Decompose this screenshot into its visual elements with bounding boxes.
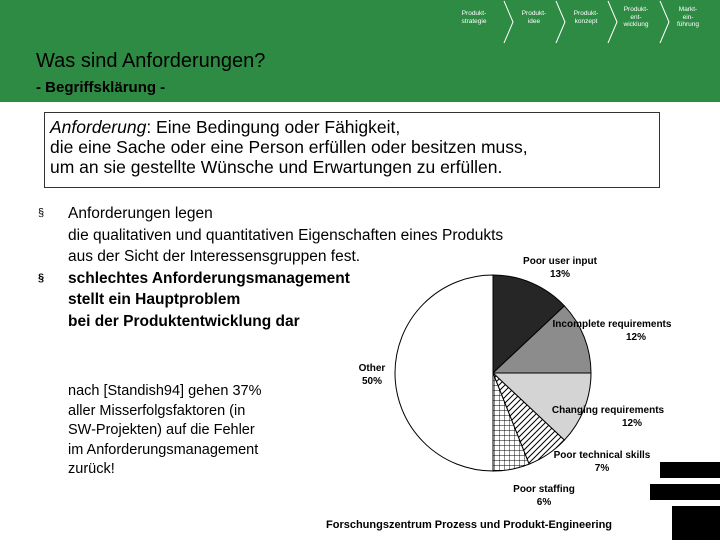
pie-value-label: 12%: [626, 332, 646, 343]
chevron-right-icon: [606, 0, 620, 44]
nav-item-markteinfuehrung[interactable]: Markt- ein- führung: [660, 2, 716, 42]
pie-value-label: 7%: [595, 463, 610, 474]
note-line: aller Misserfolgsfaktoren (in: [68, 402, 246, 419]
nav-item-produktkonzept[interactable]: Produkt- konzept: [558, 2, 614, 42]
nav-item-label: Produkt-: [573, 10, 599, 17]
definition-text: Anforderung: Eine Bedingung oder Fähigke…: [50, 117, 528, 177]
nav-item-label: Produkt-: [521, 10, 547, 17]
bullet-marker: §: [38, 271, 45, 284]
institute-logo: [650, 462, 720, 540]
nav-item-label: ein-: [682, 13, 694, 21]
pie-chart-svg: Poor user input 13% Incomplete requirement…: [359, 256, 672, 508]
nav-item-label: führung: [676, 21, 700, 28]
pie-value-label: 13%: [550, 269, 570, 280]
nav-item-label: Produkt-: [623, 6, 649, 13]
bullet-line: die qualitativen und quantitativen Eigen…: [68, 226, 504, 244]
pie-value-label: 6%: [537, 497, 552, 508]
pie-slice-changing-requirements: [491, 372, 592, 441]
bullet-list: § Anforderungen legen die qualitativen u…: [36, 203, 596, 332]
chevron-right-icon: [658, 0, 672, 44]
footer-text: Forschungszentrum Prozess und Produkt-En…: [326, 519, 613, 531]
pie-slice-incomplete-requirements: [491, 305, 592, 374]
note-line: zurück!: [68, 461, 115, 477]
process-nav: Produkt- strategie Produkt- idee Produkt…: [440, 0, 720, 44]
definition-term: Anforderung: [50, 117, 147, 137]
nav-item-label: idee: [527, 17, 541, 25]
note-line: SW-Projekten) auf die Fehler: [68, 422, 255, 438]
pie-label: Poor technical skills: [554, 450, 651, 461]
definition-line: um an sie gestellte Wünsche und Erwartun…: [50, 157, 503, 177]
nav-item-produktidee[interactable]: Produkt- idee: [506, 2, 562, 42]
pie-label: Incomplete requirements: [553, 319, 672, 330]
definition-line: : Eine Bedingung oder Fähigkeit,: [146, 117, 401, 137]
bullet-item: § Anforderungen legen die qualitativen u…: [36, 203, 596, 268]
note-line: nach [Standish94] gehen 37%: [68, 383, 262, 399]
nav-item-label: konzept: [574, 17, 598, 25]
nav-item-label: Markt-: [678, 6, 698, 13]
pie-value-label: 50%: [362, 376, 382, 387]
page-subtitle: - Begriffsklärung -: [36, 79, 166, 96]
bullet-item: § schlechtes Anforderungsmanagement stel…: [36, 268, 596, 333]
nav-item-label: wicklung: [623, 21, 649, 28]
failure-factors-pie-chart: Poor user input 13% Incomplete requirement…: [344, 240, 720, 520]
note-line: im Anforderungsmanagement: [68, 441, 259, 458]
pie-label: Poor user input: [523, 256, 598, 267]
pie-label: Changing requirements: [552, 405, 665, 416]
pie-label: Poor staffing: [513, 484, 575, 495]
pie-slice-poor-user-input: [492, 274, 566, 375]
bullet-line: Anforderungen legen: [68, 205, 213, 222]
definition-box: Anforderung: Eine Bedingung oder Fähigke…: [44, 112, 660, 188]
header-banner: Produkt- strategie Produkt- idee Produkt…: [0, 0, 720, 102]
nav-item-produktstrategie[interactable]: Produkt- strategie: [446, 2, 502, 42]
bullet-line: bei der Produktentwicklung dar: [68, 312, 300, 330]
bullet-marker: §: [38, 207, 45, 219]
nav-item-label: Produkt-: [461, 10, 487, 17]
definition-line: die eine Sache oder eine Person erfüllen…: [50, 137, 528, 157]
nav-item-label: ent-: [630, 13, 642, 21]
pie-label: Other: [359, 363, 386, 374]
bullet-line: aus der Sicht der Interessensgruppen fes…: [68, 248, 361, 265]
chevron-right-icon: [502, 0, 516, 44]
nav-item-label: strategie: [461, 17, 487, 25]
chevron-right-icon: [554, 0, 568, 44]
page-title: Was sind Anforderungen?: [36, 50, 266, 72]
bullet-line: stellt ein Hauptproblem: [68, 291, 241, 308]
pie-value-label: 12%: [622, 418, 642, 429]
bullet-line: schlechtes Anforderungsmanagement: [68, 269, 350, 287]
source-note: nach [Standish94] gehen 37% aller Misser…: [68, 382, 308, 480]
nav-item-produktentwicklung[interactable]: Produkt- ent- wicklung: [608, 2, 664, 42]
pie-slice-other: [394, 274, 494, 472]
